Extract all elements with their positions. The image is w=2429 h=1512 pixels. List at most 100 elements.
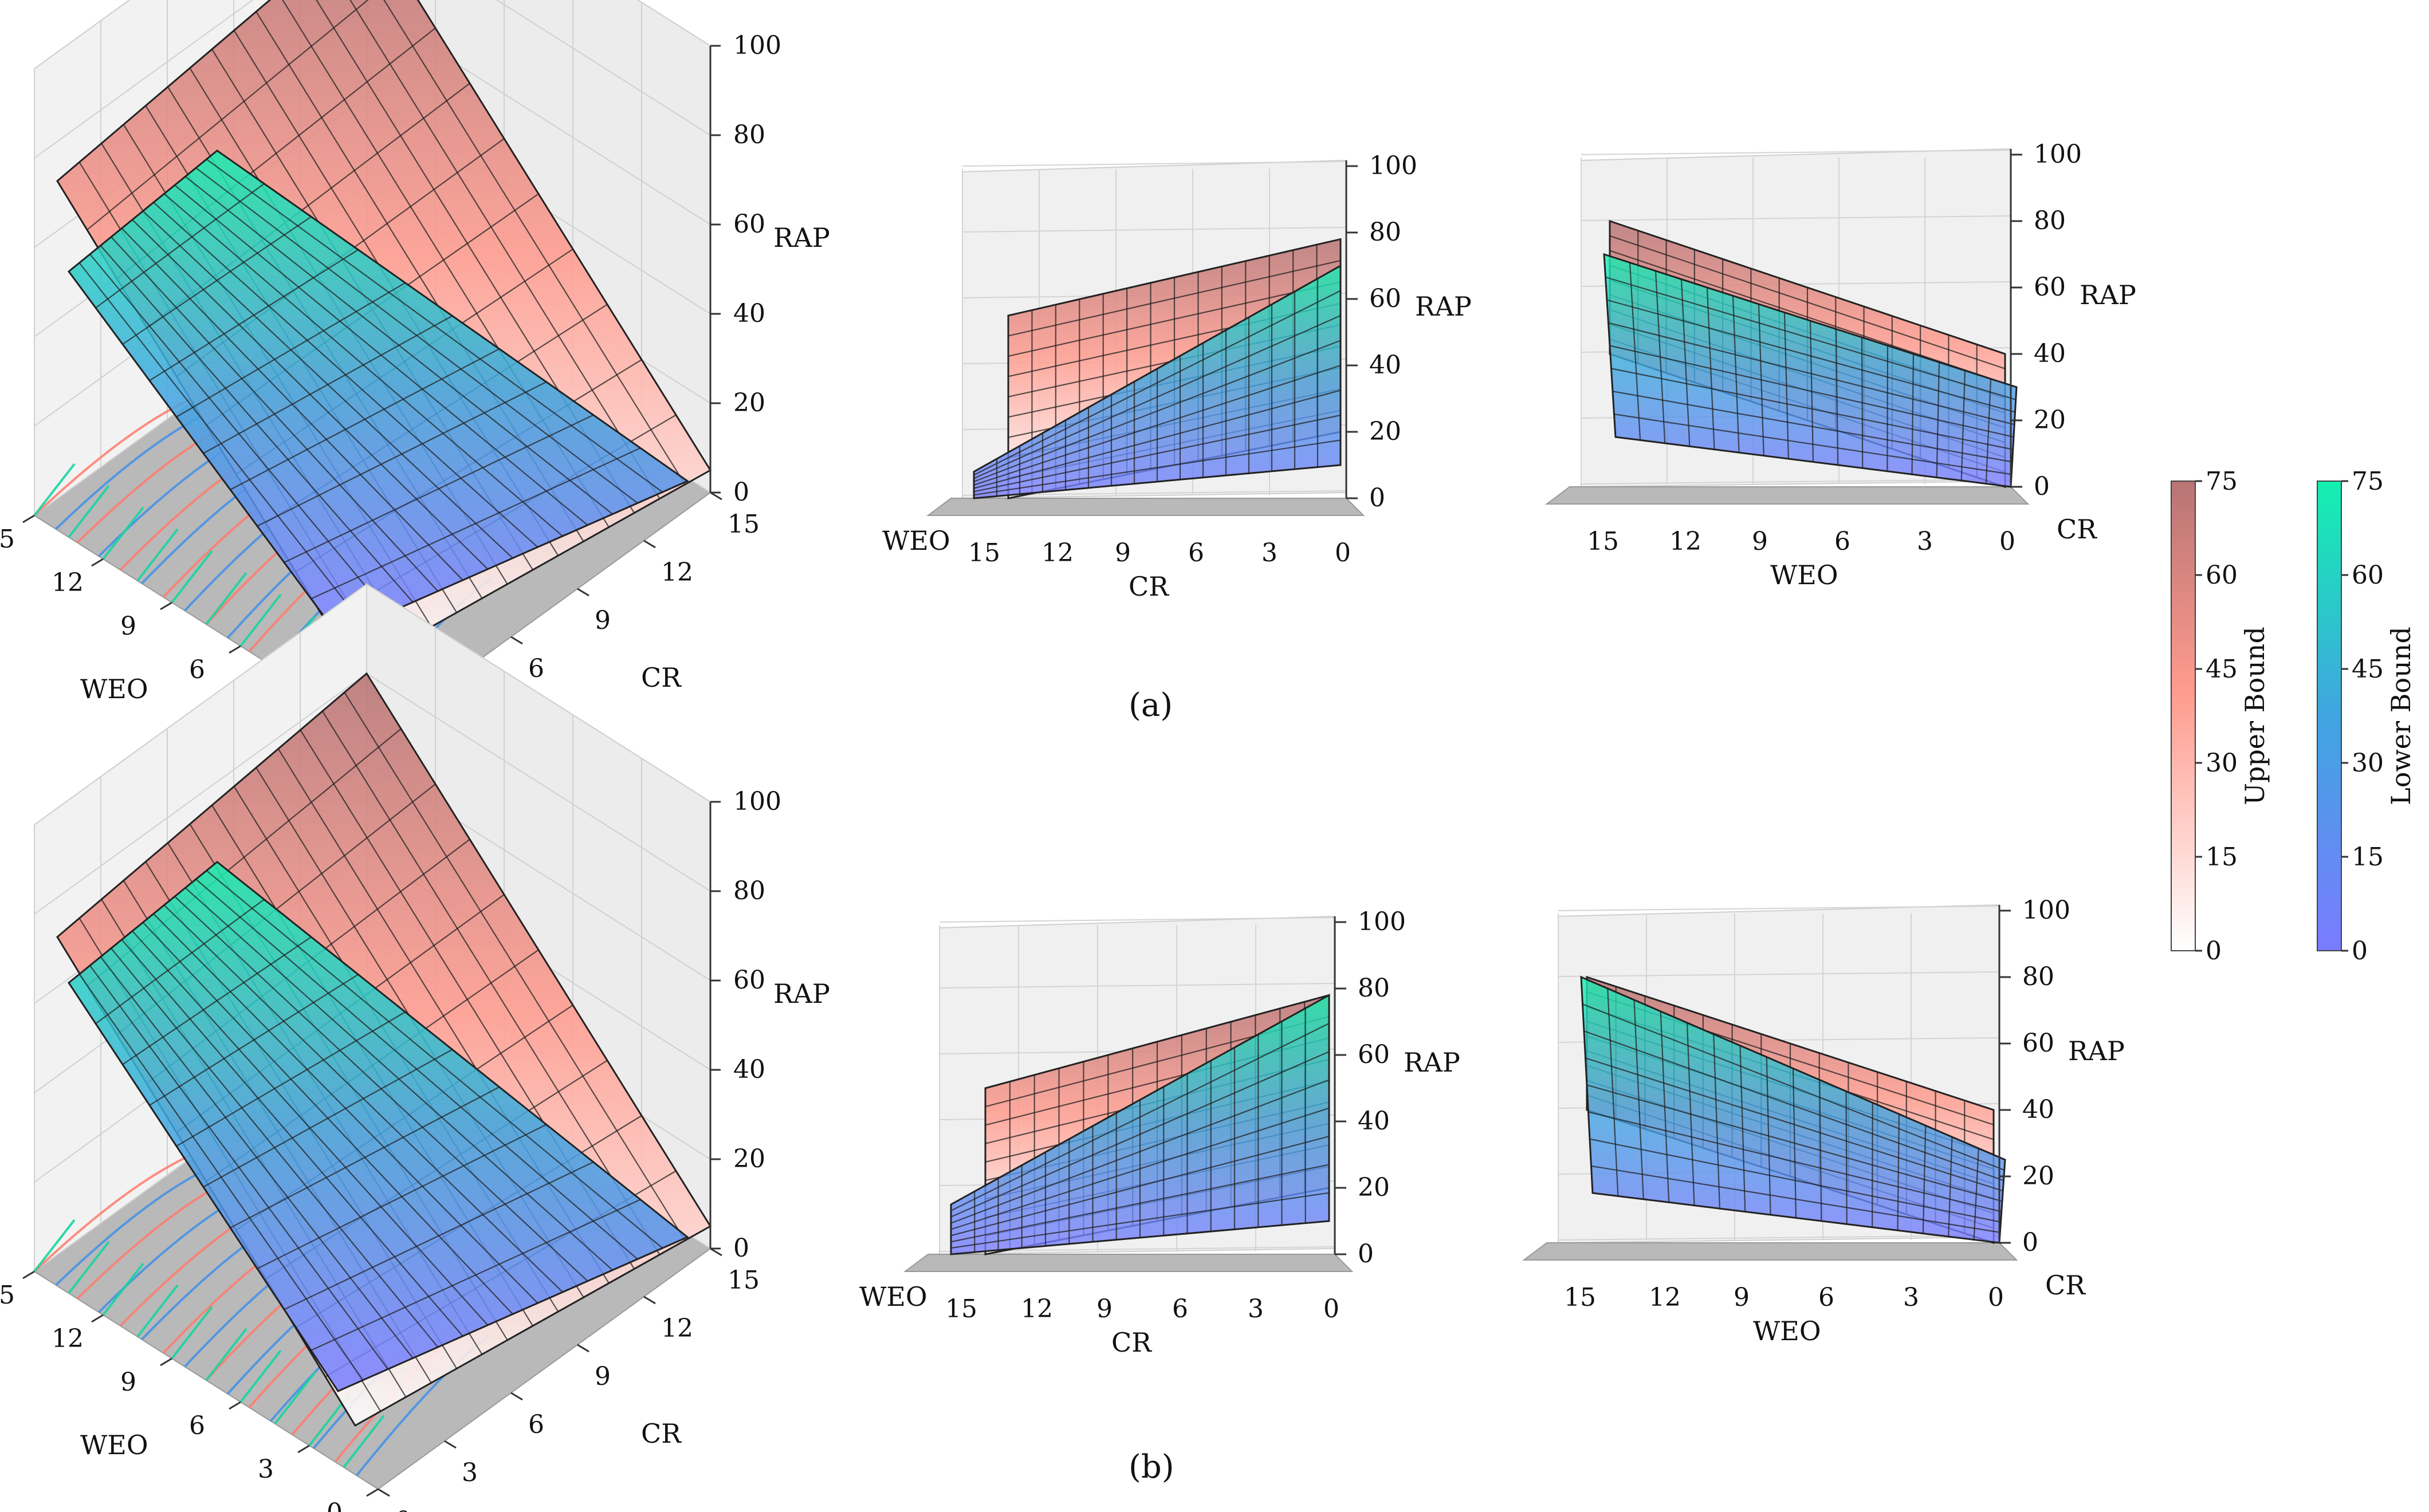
y-tick-label: 6 [528,1410,544,1439]
y-axis-label: CR [641,662,682,693]
z-tick-label: 80 [2022,962,2054,991]
lower-bound-grid-v [950,1107,1330,1230]
lower-bound-grid-v [310,447,641,600]
chart-proj-a-cr: 0 20 40 60 80 100 RAP 15 12 9 6 3 0 CR WEO [882,151,1472,602]
lower-bound-grid-v [95,183,265,309]
corner-axis-label: CR [2045,1270,2086,1301]
z-tick-label: 60 [733,966,765,995]
gridline [962,227,1347,233]
lower-bound-grid-v [149,249,359,381]
lower-bound-grid-v [1609,345,2014,438]
z-tick-label: 80 [1369,218,1401,247]
lower-bound-grid-v [950,1079,1330,1224]
y-tick-label: 15 [728,1266,760,1295]
x-tick-label: 3 [1261,538,1278,568]
contour-line-lb [102,1262,144,1316]
lower-bound-grid-v [176,282,406,418]
z-tick-label: 60 [1369,284,1401,313]
x-tick-mark [229,645,241,654]
z-tick-label: 80 [2034,206,2066,235]
z-tick-label: 100 [2034,140,2082,169]
z-axis-label: RAP [2080,279,2136,310]
x-tick-label: 15 [1564,1283,1596,1312]
y-tick-mark [378,1488,390,1497]
floor-pane [1522,1242,2018,1261]
contour-line-lb [102,506,144,560]
lower-bound-grid-v [973,389,1341,489]
gridline [496,0,711,136]
lower-bound-grid-v [1583,1030,2004,1182]
lower-bound-grid-v [973,340,1341,483]
z-tick-label: 100 [733,787,781,816]
gridline [34,584,367,825]
z-tick-label: 0 [1358,1239,1374,1269]
chart-iso-b: 0 20 40 60 80 100 RAP 15 12 9 6 3 0 WEO 0 3 6 9 12 15 CR [0,583,830,1512]
z-tick-label: 40 [1358,1107,1390,1136]
x-tick-mark [160,1357,172,1367]
chart-iso-a: 020406080100RAP15129630WEO03691215CR [0,0,830,779]
z-axis-label: RAP [2068,1035,2125,1066]
lower-bound-grid-v [310,1199,641,1351]
gridline [34,0,131,69]
contour-line-lb [33,463,76,517]
lower-bound-grid-v [1591,1165,2000,1233]
lower-bound-surface [68,861,689,1392]
lower-bound-grid-v [950,1051,1330,1218]
lower-bound-grid-v [973,314,1341,479]
lower-bound-grid-v [1612,391,2013,463]
lower-bound-surface [67,149,690,636]
x-axis-label: WEO [80,1430,148,1460]
lower-bound-grid-v [203,1049,453,1188]
y-tick-label: 0 [395,1506,411,1512]
colorbar-tick-label: 0 [2206,936,2222,966]
colorbar-gradient [2317,481,2342,951]
z-tick-label: 80 [733,120,765,149]
z-tick-label: 0 [2022,1228,2038,1257]
z-tick-label: 100 [1369,151,1417,180]
contour-line-lb [274,1371,316,1425]
z-tick-label: 20 [2034,405,2066,435]
x-tick-label: 9 [1096,1294,1113,1324]
x-tick-label: 6 [1818,1283,1834,1312]
lower-bound-grid-v [1582,1003,2005,1171]
floor-pane [1545,486,2030,505]
caption-b: (b) [1129,1448,1174,1486]
lower-bound-grid-v [149,974,359,1106]
upper-bound-grid-v [1008,281,1341,357]
x-tick-label: 15 [968,538,1000,568]
contour-line-lb [205,1328,247,1381]
x-tick-label: 9 [120,612,136,641]
colorbar-tick-label: 15 [2352,842,2384,872]
upper-bound-grid-v [1609,235,2006,369]
lower-bound-grid-v [1611,368,2013,450]
y-tick-mark [444,1440,457,1449]
x-axis-label: WEO [1753,1316,1821,1346]
contour-line [33,1150,201,1273]
x-axis-label: CR [1111,1327,1152,1358]
z-tick-label: 20 [733,388,765,418]
floor-pane [903,1254,1354,1272]
z-tick-label: 100 [1358,907,1406,936]
x-axis-label: WEO [80,674,148,704]
contour-line-lb [136,528,179,582]
gridline [1558,1235,2000,1241]
x-tick-label: 6 [1172,1294,1188,1324]
z-tick-label: 0 [1369,483,1385,513]
y-tick-mark [577,588,589,597]
x-tick-label: 15 [0,525,15,554]
gridline [939,917,1335,923]
colorbar-tick-label: 75 [2352,467,2384,496]
y-tick-mark [510,1392,523,1401]
lower-bound-grid-v [1589,1138,2001,1223]
colorbar-tick-label: 45 [2206,655,2238,684]
lower-bound-grid-v [1588,1111,2002,1212]
lower-bound-grid-v [284,1161,594,1310]
gridline [1581,149,2011,155]
colorbar-upper: 0 15 30 45 60 75 Upper Bound [2171,467,2270,966]
z-axis-label: RAP [773,222,830,253]
upper-bound-grid-v [1008,259,1341,337]
gridline [636,0,711,46]
x-tick-label: 12 [52,568,84,597]
x-tick-mark [229,1401,241,1410]
